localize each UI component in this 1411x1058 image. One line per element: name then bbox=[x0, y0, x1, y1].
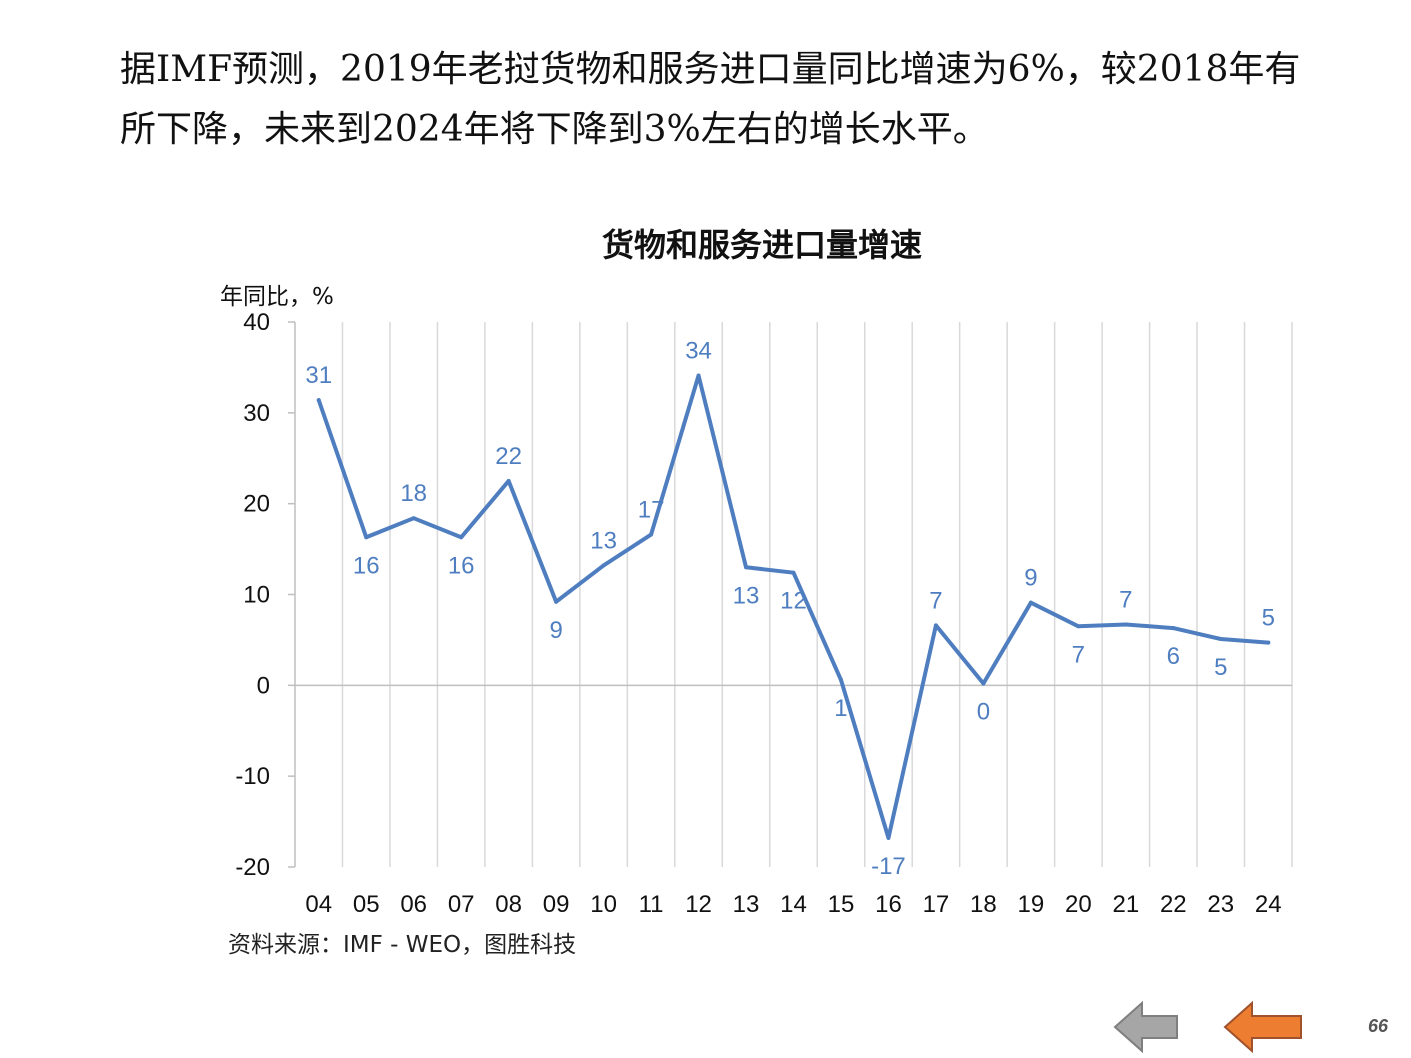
y-tick-label: 0 bbox=[257, 672, 270, 699]
data-label: 17 bbox=[638, 497, 665, 524]
data-point bbox=[1028, 600, 1033, 605]
data-label: 18 bbox=[400, 480, 427, 507]
data-point bbox=[1076, 624, 1081, 629]
x-tick-label: 14 bbox=[780, 891, 807, 918]
series-line-layer bbox=[316, 373, 1271, 840]
data-label: 16 bbox=[448, 552, 475, 579]
data-point bbox=[696, 373, 701, 378]
x-tick-label: 07 bbox=[448, 891, 475, 918]
data-label: 7 bbox=[1119, 586, 1132, 613]
x-tick-label: 23 bbox=[1207, 891, 1234, 918]
data-label: 7 bbox=[1072, 641, 1085, 668]
y-axis-unit-label: 年同比，% bbox=[220, 284, 334, 310]
next-page-button[interactable] bbox=[1222, 1000, 1306, 1055]
x-tick-label: 05 bbox=[353, 891, 380, 918]
x-tick-label: 06 bbox=[400, 891, 427, 918]
data-point bbox=[886, 835, 891, 840]
data-point bbox=[744, 565, 749, 570]
y-tick-labels: 40 30 20 10 0 -10 -20 bbox=[235, 309, 270, 881]
x-tick-label: 11 bbox=[639, 891, 664, 918]
x-tick-label: 24 bbox=[1255, 891, 1282, 918]
x-tick-label: 16 bbox=[875, 891, 902, 918]
x-tick-label: 22 bbox=[1160, 891, 1187, 918]
previous-page-button[interactable] bbox=[1112, 1000, 1182, 1055]
x-tick-labels: 04 05 06 07 08 09 10 11 12 13 14 15 16 17 18 19 20 21 22 23… bbox=[305, 891, 1281, 918]
x-tick-label: 15 bbox=[828, 891, 855, 918]
data-label: 1 bbox=[834, 695, 847, 722]
data-point bbox=[554, 599, 559, 604]
data-label: 31 bbox=[305, 362, 332, 389]
data-point bbox=[838, 677, 843, 682]
y-tick-label: 40 bbox=[243, 309, 270, 336]
data-label: 7 bbox=[929, 587, 942, 614]
page-number: 66 bbox=[1368, 1016, 1389, 1036]
data-point bbox=[791, 570, 796, 575]
data-point bbox=[1218, 637, 1223, 642]
data-label: 34 bbox=[685, 338, 712, 365]
data-label: 9 bbox=[1024, 565, 1037, 592]
data-label: 9 bbox=[549, 617, 562, 644]
data-point bbox=[506, 478, 511, 483]
data-label: 13 bbox=[733, 582, 760, 609]
data-label: 12 bbox=[780, 588, 807, 615]
y-tick-label: -10 bbox=[235, 763, 270, 790]
data-label: 22 bbox=[495, 443, 522, 470]
data-point bbox=[649, 532, 654, 537]
data-point bbox=[933, 623, 938, 628]
y-tick-label: 20 bbox=[243, 491, 270, 518]
data-point bbox=[364, 535, 369, 540]
grid-lines bbox=[341, 322, 1293, 867]
x-tick-label: 20 bbox=[1065, 891, 1092, 918]
data-point bbox=[1266, 640, 1271, 645]
x-tick-label: 10 bbox=[590, 891, 617, 918]
intro-line-2: 所下降，未来到2024年将下降到3%左右的增长水平。 bbox=[120, 109, 989, 150]
x-tick-label: 13 bbox=[733, 891, 760, 918]
data-point bbox=[316, 398, 321, 403]
data-labels: 31 16 18 16 22 9 13 17 34 13 12 1 -17 7 0 9 7 7 6 5 5 bbox=[305, 338, 1275, 880]
x-tick-label: 17 bbox=[923, 891, 950, 918]
x-tick-label: 09 bbox=[543, 891, 570, 918]
left-arrow-icon bbox=[1223, 1000, 1302, 1054]
x-tick-label: 08 bbox=[495, 891, 522, 918]
x-tick-label: 12 bbox=[685, 891, 712, 918]
data-label: 0 bbox=[977, 699, 990, 726]
left-arrow-icon bbox=[1113, 1000, 1178, 1054]
x-tick-label: 21 bbox=[1112, 891, 1139, 918]
intro-text: 据IMF预测，2019年老挝货物和服务进口量同比增速为6%，较2018年有 所下… bbox=[120, 40, 1370, 160]
chart-title: 货物和服务进口量增速 bbox=[601, 226, 922, 264]
x-tick-label: 04 bbox=[305, 891, 332, 918]
data-point bbox=[459, 535, 464, 540]
data-label: 16 bbox=[353, 552, 380, 579]
data-label: 6 bbox=[1167, 643, 1180, 670]
data-label: 13 bbox=[590, 527, 617, 554]
data-point bbox=[411, 516, 416, 521]
x-tick-label: 18 bbox=[970, 891, 997, 918]
data-label: 5 bbox=[1262, 605, 1275, 632]
y-tick-label: 10 bbox=[243, 582, 270, 609]
source-note: 资料来源：IMF - WEO，图胜科技 bbox=[228, 932, 577, 958]
data-point bbox=[981, 681, 986, 686]
data-point bbox=[1123, 622, 1128, 627]
data-point bbox=[601, 563, 606, 568]
x-tick-label: 19 bbox=[1018, 891, 1045, 918]
axes bbox=[288, 321, 1292, 868]
intro-line-1: 据IMF预测，2019年老挝货物和服务进口量同比增速为6%，较2018年有 bbox=[120, 49, 1301, 90]
y-tick-label: 30 bbox=[243, 400, 270, 427]
data-point bbox=[1171, 626, 1176, 631]
data-label: 5 bbox=[1214, 654, 1227, 681]
y-tick-label: -20 bbox=[235, 854, 270, 881]
data-label: -17 bbox=[871, 853, 906, 880]
